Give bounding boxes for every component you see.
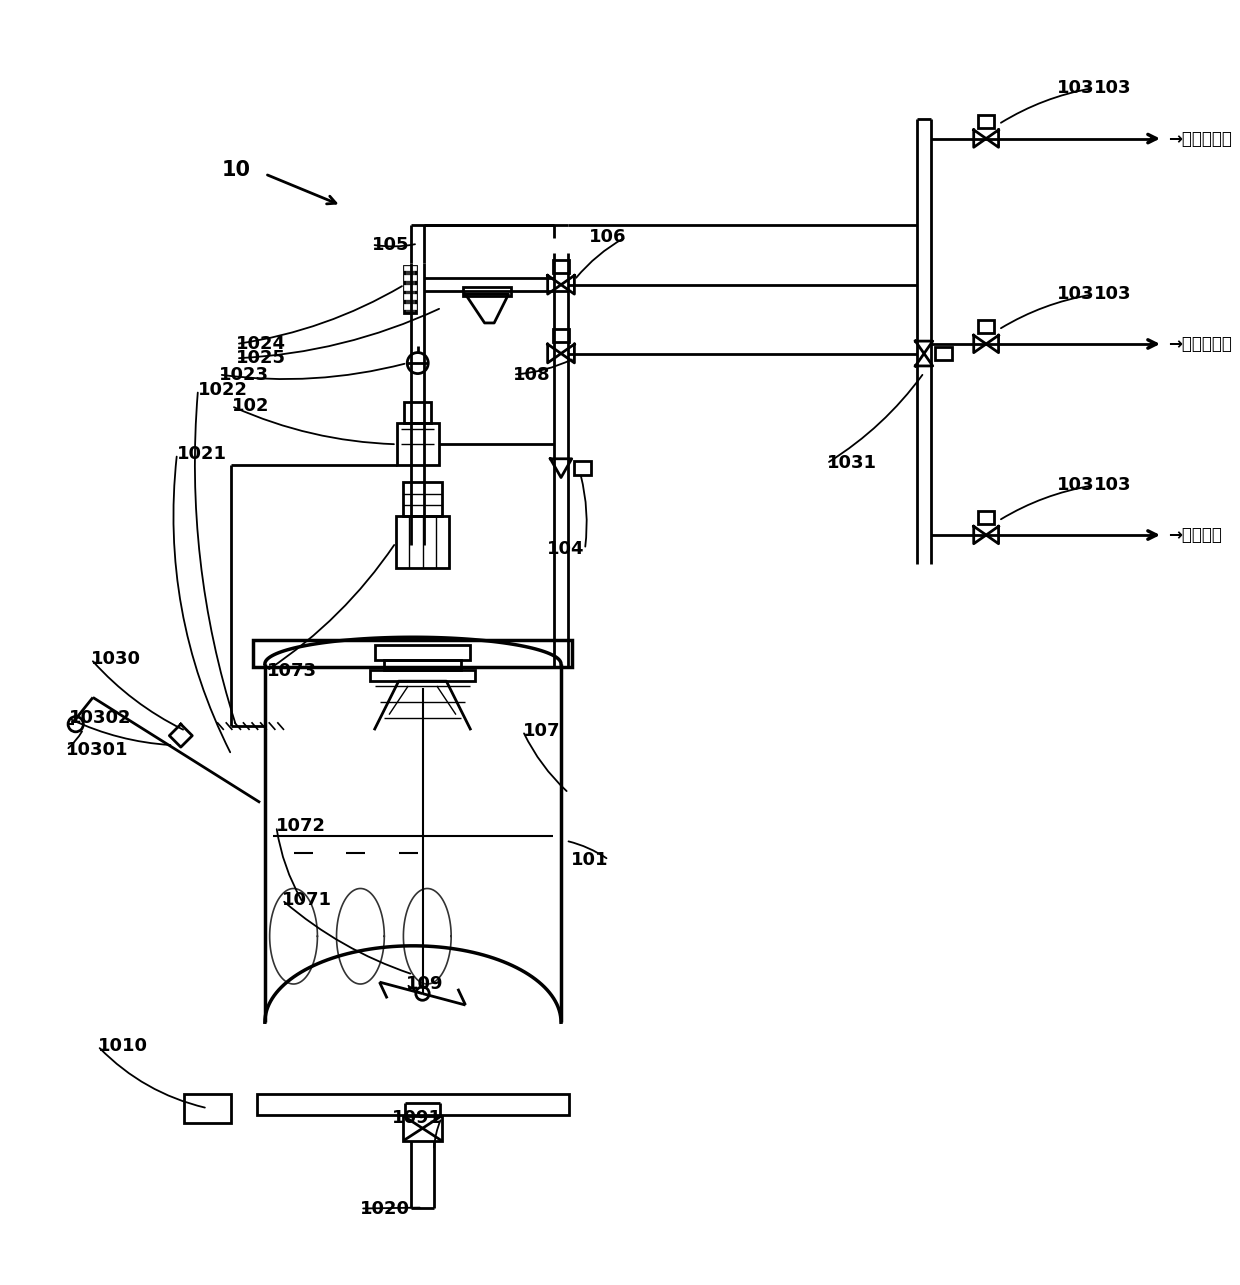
Bar [404, 285, 415, 289]
Bar [404, 303, 415, 308]
Text: 109: 109 [407, 975, 444, 993]
Text: 103: 103 [1094, 285, 1132, 303]
Text: →三号加药点: →三号加药点 [1168, 130, 1231, 148]
Text: 1030: 1030 [91, 650, 141, 668]
Text: 1073: 1073 [267, 662, 316, 680]
Text: 1072: 1072 [277, 817, 326, 835]
Bar [404, 275, 415, 280]
Bar [574, 461, 590, 475]
Bar [403, 1115, 441, 1141]
Text: 1091: 1091 [392, 1109, 441, 1127]
Bar [370, 669, 475, 681]
Bar [978, 114, 993, 128]
Text: 10302: 10302 [69, 709, 131, 727]
Text: 103: 103 [1094, 477, 1132, 495]
Bar [553, 260, 569, 274]
Bar [404, 402, 432, 423]
Text: 103: 103 [1094, 78, 1132, 96]
Text: 108: 108 [513, 365, 551, 383]
Text: →号加药点: →号加药点 [1168, 526, 1221, 544]
Bar [384, 660, 461, 669]
Bar [184, 1094, 232, 1123]
Text: 102: 102 [232, 397, 269, 415]
Bar [253, 640, 573, 667]
Text: 1021: 1021 [177, 445, 227, 463]
Text: 101: 101 [572, 851, 609, 869]
Text: 106: 106 [589, 227, 626, 245]
Text: 105: 105 [372, 235, 409, 253]
Text: 103: 103 [1056, 285, 1094, 303]
Bar [374, 645, 470, 660]
Text: →二号加药点: →二号加药点 [1168, 335, 1231, 353]
Text: 1024: 1024 [236, 335, 286, 353]
Bar [978, 511, 993, 524]
Text: 10301: 10301 [66, 741, 129, 759]
Bar [403, 482, 441, 515]
Bar [553, 329, 569, 342]
Bar [396, 515, 449, 568]
Text: 1023: 1023 [219, 365, 269, 383]
Text: 1031: 1031 [827, 455, 877, 473]
Bar [404, 266, 415, 270]
Text: 1010: 1010 [98, 1037, 148, 1055]
Text: 1022: 1022 [198, 380, 248, 398]
Text: 103: 103 [1056, 78, 1094, 96]
Bar [397, 423, 439, 465]
Bar [978, 320, 993, 333]
Bar [404, 266, 415, 314]
Bar [404, 294, 415, 299]
Bar [257, 1094, 569, 1115]
Text: 107: 107 [523, 722, 560, 740]
Text: 1025: 1025 [236, 350, 286, 368]
Text: 1071: 1071 [281, 891, 332, 908]
Text: 1020: 1020 [361, 1199, 410, 1217]
Text: 103: 103 [1056, 477, 1094, 495]
Text: 104: 104 [547, 541, 585, 559]
Bar [935, 347, 952, 360]
Text: 10: 10 [222, 161, 250, 180]
Bar [463, 287, 511, 297]
